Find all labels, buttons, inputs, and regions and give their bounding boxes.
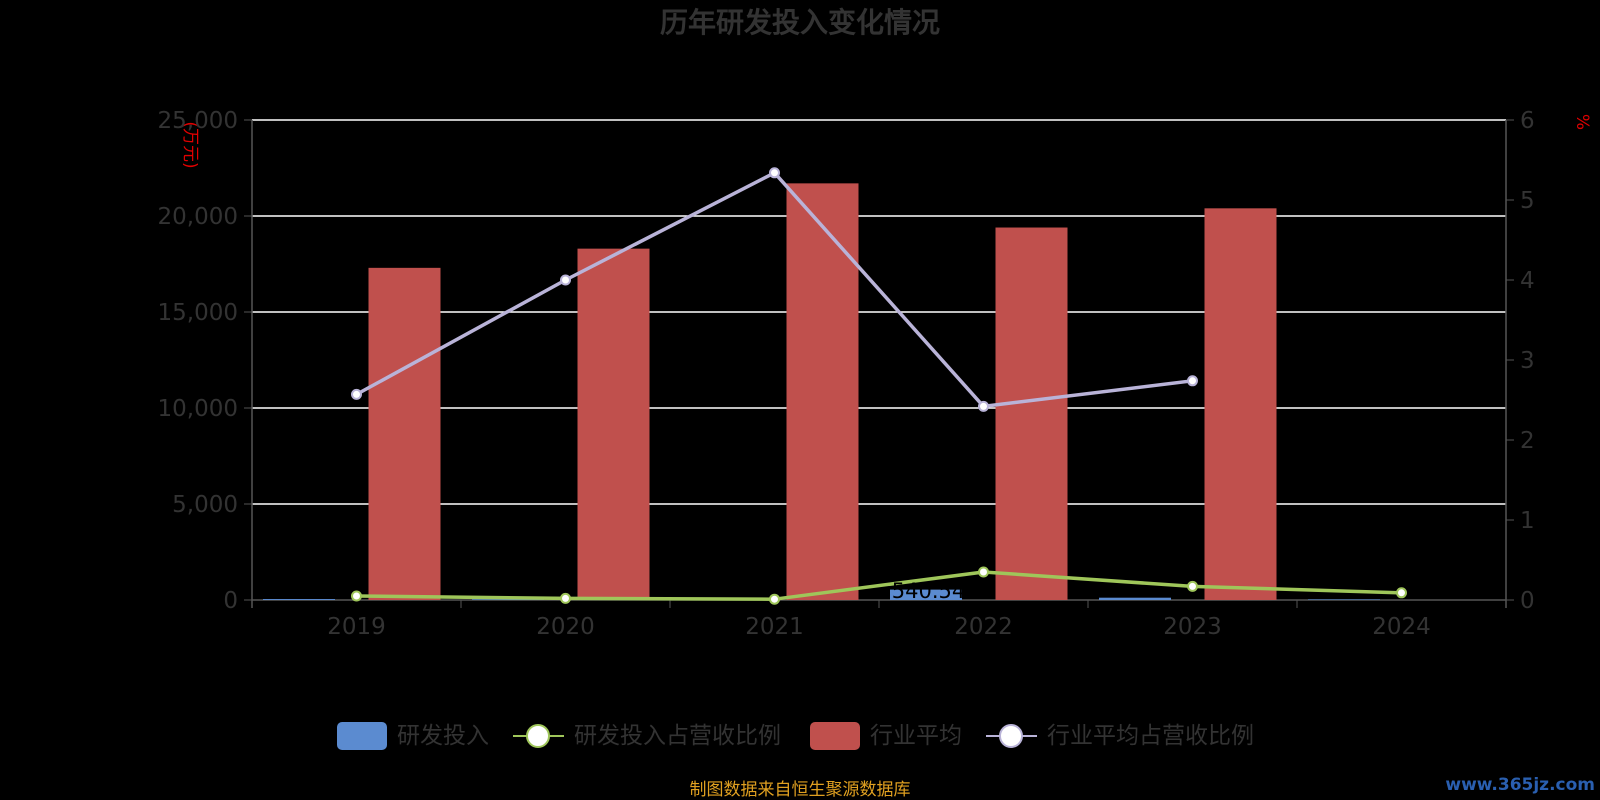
y-left-tick-label: 20,000 <box>158 204 238 230</box>
bar-rd <box>1308 599 1380 600</box>
rd-ratio-point <box>351 590 362 602</box>
y-right-tick-label: 4 <box>1520 268 1535 294</box>
x-tick-label: 2019 <box>327 614 386 640</box>
chart-title: 历年研发投入变化情况 <box>660 6 940 39</box>
y-left-tick-label: 0 <box>223 588 238 614</box>
legend-label-rd: 研发投入 <box>397 723 489 749</box>
legend-item-industry[interactable]: 行业平均 <box>810 722 962 750</box>
industry-ratio-point <box>351 388 362 400</box>
left-axis-unit: (万元) <box>180 121 200 168</box>
x-tick-label: 2022 <box>954 614 1013 640</box>
gridlines <box>252 119 1506 505</box>
bar-rd <box>472 599 544 600</box>
y-left-tick-label: 25,000 <box>158 108 238 134</box>
industry-ratio-point <box>769 167 780 179</box>
legend-label-rd-ratio: 研发投入占营收比例 <box>574 723 781 749</box>
y-right-tick-label: 5 <box>1520 188 1535 214</box>
bar-industry <box>1204 208 1277 600</box>
rd-ratio-line <box>356 570 1402 601</box>
y-left-tick-label: 10,000 <box>158 396 238 422</box>
lines <box>351 167 1407 605</box>
industry-ratio-point <box>978 400 989 412</box>
rd-ratio-point <box>1396 587 1407 599</box>
right-axis-unit: % <box>1572 114 1592 130</box>
legend: 研发投入 研发投入占营收比例 行业平均 行业平均占营收比例 <box>337 722 1254 750</box>
bar-rd <box>263 599 335 600</box>
data-labels: 540.54 <box>892 579 965 603</box>
data-label-rd: 540.54 <box>892 579 965 603</box>
x-tick-label: 2020 <box>536 614 595 640</box>
bar-industry <box>786 183 859 601</box>
legend-swatch-rd-ratio-marker <box>526 724 550 748</box>
legend-item-rd-ratio[interactable]: 研发投入占营收比例 <box>513 723 781 749</box>
industry-ratio-point <box>1187 375 1198 387</box>
y-right-tick-label: 0 <box>1520 588 1535 614</box>
legend-swatch-industry-ratio-marker <box>999 724 1023 748</box>
bar-industry <box>577 248 650 600</box>
source-note: 制图数据来自恒生聚源数据库 <box>690 780 911 800</box>
legend-label-industry: 行业平均 <box>870 723 962 749</box>
y-right-tick-label: 3 <box>1520 348 1535 374</box>
y-left-tick-label: 5,000 <box>172 492 238 518</box>
bar-industry <box>995 227 1068 600</box>
legend-swatch-industry <box>810 722 860 750</box>
industry-ratio-point <box>560 274 571 286</box>
y-left-tick-label: 15,000 <box>158 300 238 326</box>
legend-item-industry-ratio[interactable]: 行业平均占营收比例 <box>986 723 1254 749</box>
y-right-tick-label: 6 <box>1520 108 1535 134</box>
axes: 0 5,000 10,000 15,000 20,000 25,000 0 1 2 3 4 5 6 201… <box>158 108 1535 640</box>
bar-rd <box>1099 597 1171 600</box>
y-right-tick-label: 2 <box>1520 428 1535 454</box>
legend-swatch-rd <box>337 722 387 750</box>
bar-industry <box>368 267 441 600</box>
legend-label-industry-ratio: 行业平均占营收比例 <box>1047 723 1254 749</box>
rd-ratio-point <box>560 592 571 604</box>
rd-ratio-point <box>1187 580 1198 592</box>
legend-item-rd[interactable]: 研发投入 <box>337 722 489 750</box>
bars <box>263 183 1380 601</box>
rd-ratio-point <box>769 593 780 605</box>
bar-rd <box>890 589 962 600</box>
watermark: www.365jz.com <box>1445 775 1595 795</box>
x-tick-label: 2023 <box>1163 614 1222 640</box>
x-tick-label: 2021 <box>745 614 804 640</box>
x-tick-label: 2024 <box>1372 614 1431 640</box>
y-right-tick-label: 1 <box>1520 508 1535 534</box>
rd-ratio-point <box>978 566 989 578</box>
